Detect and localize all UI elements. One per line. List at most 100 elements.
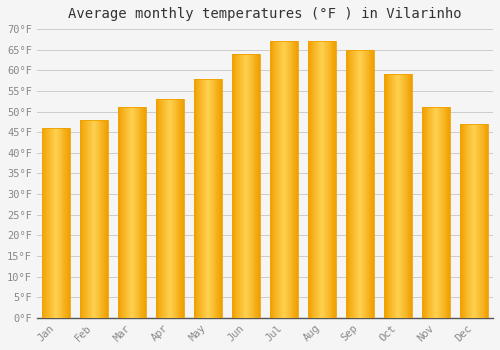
Bar — [107, 120, 108, 318]
Bar — [474, 124, 475, 318]
Bar — [348, 50, 350, 318]
Bar — [84, 120, 86, 318]
Bar — [241, 54, 242, 318]
Bar — [144, 107, 145, 318]
Bar — [437, 107, 438, 318]
Bar — [372, 50, 374, 318]
Bar — [285, 41, 286, 318]
Bar — [200, 78, 201, 318]
Bar — [105, 120, 106, 318]
Bar — [68, 128, 69, 318]
Bar — [205, 78, 206, 318]
Bar — [211, 78, 212, 318]
Bar — [354, 50, 355, 318]
Bar — [106, 120, 107, 318]
Bar — [69, 128, 70, 318]
Bar — [473, 124, 474, 318]
Bar — [470, 124, 471, 318]
Bar — [118, 107, 146, 318]
Bar — [346, 50, 374, 318]
Bar — [234, 54, 236, 318]
Bar — [326, 41, 328, 318]
Bar — [57, 128, 58, 318]
Bar — [168, 99, 169, 318]
Bar — [259, 54, 260, 318]
Bar — [95, 120, 96, 318]
Bar — [128, 107, 129, 318]
Bar — [284, 41, 285, 318]
Bar — [42, 128, 70, 318]
Bar — [317, 41, 318, 318]
Bar — [250, 54, 252, 318]
Bar — [249, 54, 250, 318]
Bar — [165, 99, 166, 318]
Bar — [312, 41, 314, 318]
Bar — [399, 75, 400, 318]
Bar — [314, 41, 316, 318]
Bar — [390, 75, 392, 318]
Bar — [62, 128, 64, 318]
Bar — [246, 54, 247, 318]
Bar — [162, 99, 163, 318]
Bar — [471, 124, 472, 318]
Bar — [210, 78, 211, 318]
Bar — [204, 78, 205, 318]
Bar — [100, 120, 102, 318]
Bar — [256, 54, 258, 318]
Bar — [308, 41, 336, 318]
Bar — [182, 99, 183, 318]
Bar — [356, 50, 357, 318]
Bar — [328, 41, 330, 318]
Bar — [321, 41, 322, 318]
Bar — [330, 41, 332, 318]
Bar — [142, 107, 144, 318]
Bar — [66, 128, 67, 318]
Bar — [122, 107, 124, 318]
Bar — [384, 75, 386, 318]
Bar — [258, 54, 259, 318]
Bar — [432, 107, 433, 318]
Bar — [174, 99, 176, 318]
Bar — [428, 107, 430, 318]
Bar — [283, 41, 284, 318]
Bar — [194, 78, 222, 318]
Bar — [460, 124, 488, 318]
Bar — [288, 41, 290, 318]
Bar — [176, 99, 178, 318]
Bar — [166, 99, 167, 318]
Bar — [236, 54, 238, 318]
Bar — [466, 124, 468, 318]
Bar — [322, 41, 323, 318]
Bar — [396, 75, 397, 318]
Bar — [406, 75, 408, 318]
Bar — [388, 75, 390, 318]
Bar — [479, 124, 480, 318]
Bar — [352, 50, 354, 318]
Bar — [58, 128, 59, 318]
Bar — [325, 41, 326, 318]
Bar — [297, 41, 298, 318]
Bar — [214, 78, 216, 318]
Bar — [244, 54, 245, 318]
Bar — [248, 54, 249, 318]
Bar — [272, 41, 274, 318]
Bar — [140, 107, 141, 318]
Bar — [397, 75, 398, 318]
Bar — [120, 107, 122, 318]
Bar — [129, 107, 130, 318]
Bar — [89, 120, 90, 318]
Bar — [86, 120, 87, 318]
Bar — [350, 50, 352, 318]
Bar — [136, 107, 138, 318]
Bar — [243, 54, 244, 318]
Bar — [172, 99, 174, 318]
Bar — [132, 107, 133, 318]
Bar — [424, 107, 426, 318]
Bar — [482, 124, 484, 318]
Bar — [270, 41, 272, 318]
Bar — [280, 41, 281, 318]
Bar — [203, 78, 204, 318]
Bar — [207, 78, 208, 318]
Bar — [384, 75, 412, 318]
Bar — [278, 41, 279, 318]
